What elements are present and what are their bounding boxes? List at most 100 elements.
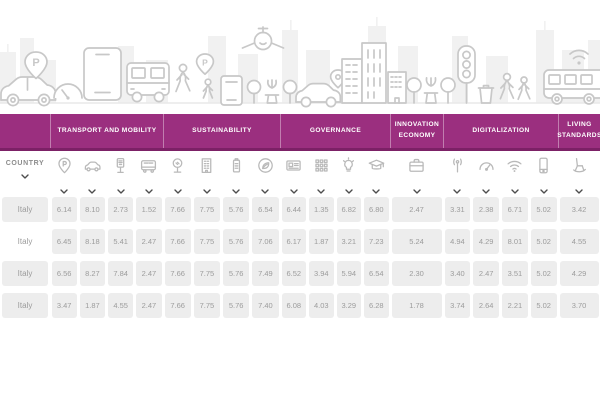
green-building-icon (198, 157, 215, 174)
column-sort-chevron-icon[interactable] (203, 181, 211, 194)
wifi-bus-icon (543, 49, 600, 105)
parking-meter-column-header (107, 153, 135, 195)
column-sort-chevron-icon[interactable] (575, 181, 583, 194)
column-sort-chevron-icon[interactable] (372, 181, 380, 194)
pedestrians-icon (175, 63, 214, 99)
column-sort-chevron-icon[interactable] (290, 181, 298, 194)
parking-pin-column-header (50, 153, 78, 195)
parking-pin-icon: P (195, 53, 215, 76)
value-cell: 7.75 (193, 261, 220, 286)
value-cell: 1.87 (309, 229, 334, 254)
category-header-band: TRANSPORT AND MOBILITY SUSTAINABILITY GO… (0, 114, 600, 151)
value-cell: 7.75 (193, 229, 220, 254)
value-cell: 2.73 (108, 197, 134, 222)
value-cell: 6.17 (281, 229, 306, 254)
column-sort-chevron-icon[interactable] (232, 181, 240, 194)
lightbulb-column-header (335, 153, 363, 195)
column-sort-chevron-icon[interactable] (116, 181, 125, 194)
value-cell: 2.30 (391, 261, 442, 286)
rocking-chair-column-header (558, 153, 600, 195)
column-icon-row: COUNTRY (0, 153, 600, 195)
value-cell: 4.03 (309, 293, 334, 318)
wifi-column-header (501, 153, 530, 195)
column-sort-chevron-icon[interactable] (60, 181, 68, 194)
value-cell: 4.29 (559, 261, 599, 286)
value-cell: 3.29 (336, 293, 361, 318)
wifi-icon (506, 157, 523, 174)
briefcase-column-header (390, 153, 443, 195)
value-cell: 6.45 (51, 229, 77, 254)
value-cell: 3.94 (309, 261, 334, 286)
column-sort-chevron-icon[interactable] (453, 181, 462, 194)
country-cell[interactable]: Italy (2, 197, 48, 222)
value-cell: 7.66 (164, 293, 191, 318)
table-row: Italy 3.47 1.87 4.55 2.47 7.66 7.75 5.76 7.40 6.0… (0, 293, 600, 318)
car-icon (84, 157, 101, 174)
value-cell: 6.44 (281, 197, 306, 222)
country-sort-chevron-icon[interactable] (21, 174, 29, 179)
table-row: Italy 6.56 8.27 7.84 2.47 7.66 7.75 5.76 7.49 6.5… (0, 261, 600, 286)
country-cell[interactable]: Italy (2, 261, 48, 286)
smartphone-column-header (529, 153, 558, 195)
pedestrians-icon (499, 72, 531, 101)
value-cell: 7.66 (164, 197, 191, 222)
country-cell[interactable]: Italy (2, 293, 48, 318)
plane-icon (241, 26, 285, 51)
value-cell: 8.01 (502, 229, 528, 254)
gauge-icon (478, 157, 495, 174)
column-sort-chevron-icon[interactable] (173, 181, 182, 194)
value-cell: 7.23 (364, 229, 389, 254)
value-cell: 7.66 (164, 229, 191, 254)
value-cell: 7.84 (108, 261, 134, 286)
antenna-icon (449, 157, 466, 174)
gauge-icon (53, 83, 83, 100)
car-column-header (78, 153, 106, 195)
value-cell: 5.76 (223, 293, 250, 318)
value-cell: 3.47 (51, 293, 77, 318)
bus-icon (140, 157, 157, 174)
value-cell: 2.38 (473, 197, 499, 222)
country-cell[interactable]: Italy (17, 237, 33, 246)
column-sort-chevron-icon[interactable] (412, 181, 421, 194)
column-sort-chevron-icon[interactable] (145, 181, 153, 194)
column-sort-chevron-icon[interactable] (511, 181, 519, 194)
value-cell: 7.49 (252, 261, 279, 286)
value-cell: 5.02 (530, 293, 557, 318)
column-sort-chevron-icon[interactable] (88, 181, 97, 194)
column-sort-chevron-icon[interactable] (345, 181, 353, 194)
buildings-icon (341, 42, 407, 104)
parking-meter-icon (112, 157, 129, 174)
value-cell: 2.47 (136, 229, 162, 254)
column-sort-chevron-icon[interactable] (482, 181, 490, 194)
value-cell: 5.02 (530, 229, 557, 254)
id-card-icon (285, 157, 302, 174)
value-cell: 8.27 (79, 261, 105, 286)
column-sort-chevron-icon[interactable] (317, 181, 325, 194)
grid-icon (313, 157, 330, 174)
country-label: COUNTRY (5, 160, 45, 167)
antenna-column-header (443, 153, 472, 195)
value-cell: 8.18 (79, 229, 105, 254)
value-cell: 1.78 (391, 293, 442, 318)
smartphone-icon (535, 157, 552, 174)
battery-icon (228, 157, 245, 174)
value-cell: 6.54 (364, 261, 389, 286)
table-row: Italy 6.45 8.18 5.41 2.47 7.66 7.75 5.76 7.06 6.1… (0, 229, 600, 254)
value-cell: 5.02 (530, 261, 557, 286)
value-cell: 6.82 (336, 197, 361, 222)
value-cell: 3.74 (444, 293, 471, 318)
header-living-standards: LIVING STANDARDS (557, 114, 600, 148)
header-governance: GOVERNANCE (280, 114, 390, 148)
car-icon (295, 82, 342, 108)
header-sustainability: SUSTAINABILITY (163, 114, 280, 148)
column-sort-chevron-icon[interactable] (539, 181, 548, 194)
traffic-light-icon (457, 45, 476, 104)
smartphone-icon (83, 47, 122, 101)
country-header-spacer (0, 114, 50, 148)
value-cell: 6.54 (252, 197, 279, 222)
column-sort-chevron-icon[interactable] (261, 181, 270, 194)
eco-leaf-icon (257, 157, 274, 174)
table-row: Italy 6.14 8.10 2.73 1.52 7.66 7.75 5.76 6.54 6.4… (0, 197, 600, 222)
tree-column-header (163, 153, 192, 195)
